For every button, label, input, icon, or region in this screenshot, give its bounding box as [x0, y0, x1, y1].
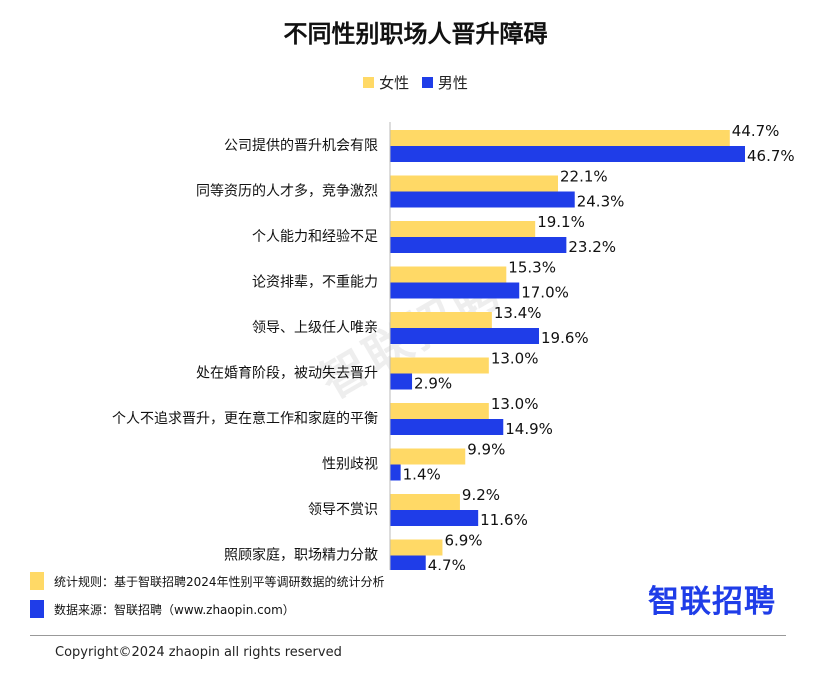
- source-note: 数据来源：智联招聘（www.zhaopin.com）: [30, 600, 385, 618]
- rule-note-swatch: [30, 572, 44, 590]
- category-label: 公司提供的晋升机会有限: [224, 138, 378, 154]
- category-label: 论资排辈，不重能力: [252, 275, 378, 291]
- value-label: 9.9%: [467, 441, 505, 459]
- value-label: 46.7%: [747, 147, 795, 165]
- bar-female: [390, 312, 492, 328]
- category-label: 个人不追求晋升，更在意工作和家庭的平衡: [112, 410, 378, 427]
- value-label: 2.9%: [414, 375, 452, 393]
- bar-female: [390, 266, 507, 283]
- rule-note-text: 统计规则：基于智联招聘2024年性别平等调研数据的统计分析: [54, 574, 385, 589]
- value-label: 15.3%: [508, 259, 556, 277]
- bar-female: [390, 357, 489, 374]
- bar-male: [390, 555, 426, 570]
- bar-female: [390, 130, 730, 146]
- bar-male: [390, 464, 401, 481]
- legend-swatch-male: [421, 77, 433, 88]
- legend-label-female: 女性: [379, 74, 410, 92]
- bar-male: [390, 373, 413, 390]
- bar-female: [390, 221, 536, 237]
- legend: 女性 男性: [0, 72, 831, 93]
- category-label: 处在婚育阶段，被动失去晋升: [196, 366, 378, 382]
- category-label: 性别歧视: [322, 457, 378, 473]
- bar-female: [390, 448, 466, 465]
- bar-female: [390, 539, 443, 556]
- value-label: 11.6%: [480, 511, 528, 529]
- source-note-text: 数据来源：智联招聘（www.zhaopin.com）: [54, 602, 295, 617]
- footer-notes: 统计规则：基于智联招聘2024年性别平等调研数据的统计分析 数据来源：智联招聘（…: [30, 572, 385, 628]
- value-label: 14.9%: [505, 420, 553, 438]
- footer-divider: [30, 635, 786, 636]
- legend-swatch-female: [363, 77, 375, 88]
- value-label: 13.0%: [491, 395, 539, 413]
- value-label: 44.7%: [732, 122, 780, 140]
- bar-male: [390, 510, 479, 526]
- value-label: 1.4%: [403, 466, 441, 484]
- category-label: 个人能力和经验不足: [252, 229, 378, 245]
- value-label: 17.0%: [521, 284, 569, 302]
- value-label: 19.6%: [541, 329, 589, 347]
- bar-female: [390, 403, 489, 419]
- legend-item-male: 男性: [421, 72, 468, 93]
- bar-female: [390, 494, 460, 510]
- value-label: 13.4%: [494, 304, 542, 322]
- source-note-swatch: [30, 600, 44, 618]
- value-label: 6.9%: [444, 532, 482, 550]
- bar-chart: 公司提供的晋升机会有限 44.7% 46.7% 同等资历的人才多，竞争激烈 22.1% 2…: [112, 122, 795, 571]
- copyright-text: Copyright©2024 zhaopin all rights reserv…: [55, 645, 342, 660]
- bar-male: [390, 328, 539, 344]
- bar-male: [390, 146, 745, 162]
- bar-male: [390, 237, 567, 253]
- value-label: 13.0%: [491, 350, 539, 368]
- bar-female: [390, 175, 558, 192]
- category-label: 领导不赏识: [308, 502, 378, 518]
- bar-male: [390, 191, 575, 208]
- value-label: 9.2%: [462, 486, 500, 504]
- value-label: 4.7%: [428, 557, 466, 571]
- legend-item-female: 女性: [363, 72, 409, 93]
- zhaopin-logo: 智联招聘: [648, 584, 776, 620]
- value-label: 19.1%: [537, 213, 585, 231]
- rule-note: 统计规则：基于智联招聘2024年性别平等调研数据的统计分析: [30, 572, 385, 590]
- value-label: 22.1%: [560, 168, 608, 186]
- category-label: 领导、上级任人唯亲: [252, 320, 378, 336]
- bar-male: [390, 419, 504, 435]
- value-label: 23.2%: [568, 238, 616, 256]
- category-label: 照顾家庭，职场精力分散: [224, 547, 378, 564]
- category-label: 同等资历的人才多，竞争激烈: [196, 183, 378, 200]
- value-label: 24.3%: [577, 193, 625, 211]
- legend-label-male: 男性: [437, 74, 468, 92]
- bar-male: [390, 282, 520, 299]
- chart-title: 不同性别职场人晋升障碍: [283, 20, 548, 48]
